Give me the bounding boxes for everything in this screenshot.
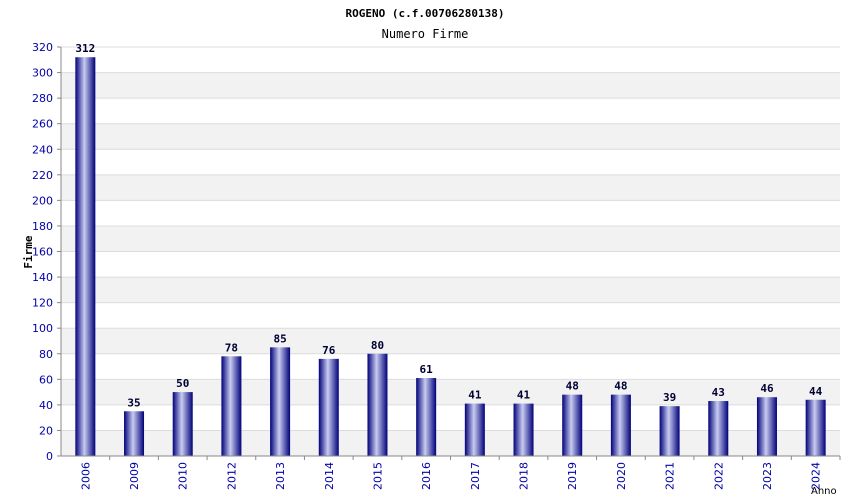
y-tick-label: 80 (39, 348, 53, 361)
y-tick-label: 320 (32, 41, 53, 54)
data-label: 44 (809, 385, 823, 398)
y-tick-label: 200 (32, 194, 53, 207)
y-axis-label: Firme (22, 235, 35, 268)
y-tick-label: 260 (32, 118, 53, 131)
y-tick-label: 300 (32, 67, 53, 80)
x-tick-label: 2009 (128, 462, 141, 490)
bar (367, 353, 388, 456)
data-label: 43 (712, 386, 725, 399)
grid-band (61, 47, 840, 73)
x-tick-label: 2016 (420, 462, 433, 490)
x-axis-label: Anno (811, 486, 837, 497)
data-label: 48 (566, 380, 579, 393)
bar (172, 392, 193, 456)
y-tick-label: 220 (32, 169, 53, 182)
data-label: 39 (663, 391, 676, 404)
x-tick-label: 2006 (79, 462, 92, 490)
data-label: 41 (468, 389, 482, 402)
bar (124, 411, 145, 456)
data-label: 48 (614, 380, 627, 393)
grid-band (61, 200, 840, 226)
grid-band (61, 72, 840, 99)
y-tick-label: 20 (39, 424, 53, 437)
x-tick-label: 2021 (664, 462, 677, 490)
grid-band (61, 353, 840, 380)
data-label: 80 (371, 339, 384, 352)
bar (464, 403, 485, 456)
y-tick-label: 100 (32, 322, 53, 335)
bar (756, 397, 777, 456)
x-tick-label: 2024 (810, 462, 823, 490)
x-tick-label: 2017 (469, 462, 482, 490)
bar (318, 358, 339, 456)
grid-band (61, 98, 840, 124)
grid-band (61, 328, 840, 354)
bar (610, 394, 631, 456)
y-tick-label: 120 (32, 297, 53, 310)
data-label: 46 (760, 382, 774, 395)
y-tick-label: 140 (32, 271, 53, 284)
y-tick-label: 240 (32, 143, 53, 156)
y-tick-label: 280 (32, 92, 53, 105)
data-label: 61 (420, 363, 434, 376)
data-label: 85 (273, 332, 286, 345)
grid-band (61, 174, 840, 201)
bar (270, 347, 291, 456)
x-tick-label: 2018 (518, 462, 531, 490)
grid-band (61, 302, 840, 329)
grid-band (61, 225, 840, 252)
bar (75, 57, 96, 456)
x-tick-label: 2010 (177, 462, 190, 490)
y-tick-label: 0 (46, 450, 53, 463)
bar (221, 356, 242, 456)
x-tick-label: 2023 (761, 462, 774, 490)
grid-band (61, 251, 840, 278)
chart-title: ROGENO (c.f.00706280138) (346, 7, 505, 20)
x-tick-label: 2014 (323, 462, 336, 490)
x-axis-ticks: 2006 2009 2010 2012 2013 2014 2015 2016 2017 2018… (79, 456, 841, 490)
y-tick-label: 40 (39, 399, 53, 412)
bar (513, 403, 534, 456)
y-axis-ticks: 0 20 40 60 80 100 120 140 160 180 200 220 240 260 280 3… (32, 41, 61, 463)
bar (805, 399, 826, 456)
data-label: 35 (127, 396, 140, 409)
y-tick-label: 160 (32, 246, 53, 259)
data-label: 41 (517, 389, 531, 402)
y-tick-label: 60 (39, 373, 53, 386)
data-label: 78 (225, 341, 238, 354)
y-tick-label: 180 (32, 220, 53, 233)
data-label: 312 (75, 42, 95, 55)
x-tick-label: 2020 (615, 462, 628, 490)
bars (75, 57, 826, 456)
bar (708, 401, 729, 456)
x-tick-label: 2022 (712, 462, 725, 490)
bar (416, 378, 437, 456)
grid-band (61, 149, 840, 175)
x-tick-label: 2013 (274, 462, 287, 490)
data-label: 76 (322, 344, 336, 357)
grid-band (61, 123, 840, 150)
bar (562, 394, 583, 456)
grid-band (61, 277, 840, 303)
chart-subtitle: Numero Firme (382, 27, 469, 41)
data-labels: 312 35 50 78 85 76 80 61 41 41 48 48 39 43 46 44 (75, 42, 822, 409)
x-tick-label: 2019 (566, 462, 579, 490)
data-label: 50 (176, 377, 189, 390)
bar (659, 406, 680, 456)
x-tick-label: 2015 (371, 462, 384, 490)
gridlines (61, 46, 840, 457)
x-tick-label: 2012 (225, 462, 238, 490)
